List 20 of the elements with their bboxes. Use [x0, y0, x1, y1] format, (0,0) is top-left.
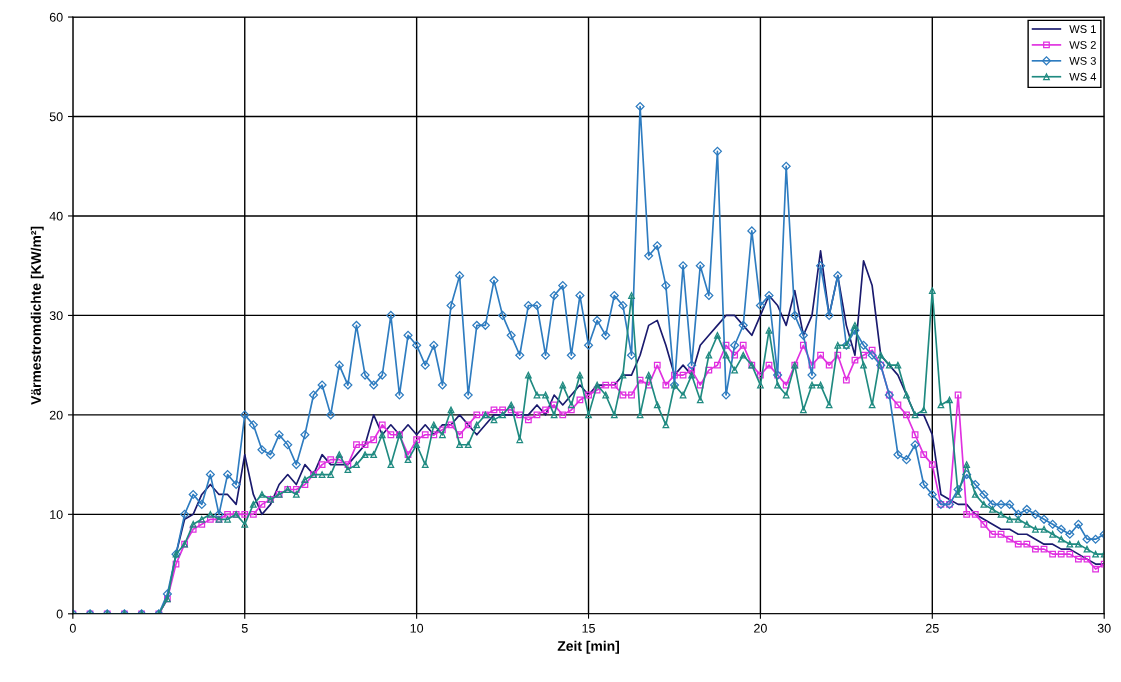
y-tick-label: 30 [49, 311, 63, 321]
y-tick-label: 10 [50, 510, 63, 519]
legend-label: WS 4 [1069, 72, 1097, 81]
x-tick-label: 10 [410, 623, 424, 633]
x-tick-label: 30 [1097, 623, 1111, 633]
x-tick-label: 0 [69, 623, 76, 633]
legend-label: WS 3 [1069, 56, 1096, 65]
y-tick-label: 40 [49, 211, 63, 221]
x-tick-label: 5 [241, 623, 248, 633]
x-tick-label: 25 [925, 623, 939, 633]
y-tick-label: 0 [56, 609, 63, 619]
y-axis-title: Värmestromdichte [KW/m²] [30, 226, 44, 405]
x-axis-title: Zeit [min] [557, 640, 619, 654]
legend-label: WS 1 [1069, 25, 1096, 33]
legend-label: WS 2 [1069, 41, 1096, 49]
x-tick-label: 20 [754, 623, 767, 633]
y-tick-label: 50 [49, 112, 63, 122]
y-tick-label: 60 [49, 12, 63, 22]
x-tick-label: 15 [582, 623, 595, 633]
y-tick-label: 20 [49, 410, 63, 420]
